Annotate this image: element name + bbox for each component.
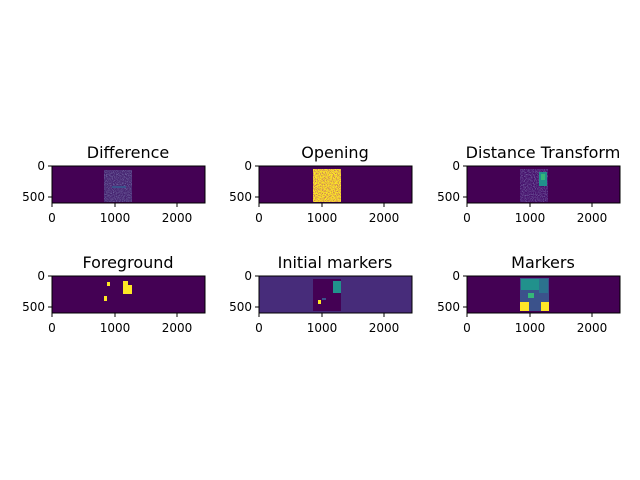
heatmap-streak bbox=[112, 186, 126, 188]
x-tick-label: 1000 bbox=[515, 211, 546, 225]
y-tick-label: 0 bbox=[452, 269, 460, 283]
x-tick-label: 0 bbox=[463, 321, 471, 335]
y-tick-label: 0 bbox=[37, 159, 45, 173]
axes-frame bbox=[258, 165, 413, 204]
x-tick-label: 0 bbox=[48, 321, 56, 335]
axes-frame bbox=[258, 275, 413, 314]
subplot-foreground: Foreground 0 1000 2000 0 500 bbox=[22, 253, 206, 335]
subplot-title: Initial markers bbox=[278, 253, 393, 272]
subplot-title: Distance Transform bbox=[466, 143, 621, 162]
heatmap-background bbox=[52, 276, 205, 313]
heatmap-peak bbox=[541, 174, 545, 180]
y-tick-label: 500 bbox=[437, 190, 460, 204]
axes-frame bbox=[466, 165, 621, 204]
y-tick-label: 0 bbox=[244, 269, 252, 283]
x-tick-label: 1000 bbox=[515, 321, 546, 335]
heatmap-segment bbox=[539, 279, 548, 293]
x-tick-label: 1000 bbox=[100, 211, 131, 225]
x-tick-label: 1000 bbox=[100, 321, 131, 335]
subplot-initial-markers: Initial markers 0 1000 2000 0 500 bbox=[229, 253, 413, 335]
subplot-distance-transform: Distance Transform 0 1000 2000 0 500 bbox=[437, 143, 621, 225]
x-tick-label: 0 bbox=[255, 321, 263, 335]
y-tick-label: 0 bbox=[244, 159, 252, 173]
x-tick-label: 0 bbox=[48, 211, 56, 225]
subplot-opening: Opening 0 1000 2000 0 500 bbox=[229, 143, 413, 225]
y-tick-label: 500 bbox=[229, 300, 252, 314]
subplot-title: Markers bbox=[511, 253, 575, 272]
heatmap-marker-region bbox=[322, 298, 326, 300]
heatmap-segment bbox=[520, 302, 529, 311]
subplot-markers: Markers 0 1000 2000 0 500 bbox=[437, 253, 621, 335]
axes-frame bbox=[466, 275, 621, 314]
heatmap-segment bbox=[528, 293, 534, 298]
subplot-title: Foreground bbox=[82, 253, 173, 272]
y-tick-label: 500 bbox=[22, 300, 45, 314]
heatmap-segment bbox=[541, 302, 549, 311]
heatmap-blob bbox=[127, 285, 132, 294]
heatmap-holes bbox=[313, 169, 341, 202]
x-tick-label: 1000 bbox=[307, 321, 338, 335]
heatmap-blob bbox=[107, 282, 110, 286]
x-tick-label: 2000 bbox=[162, 321, 193, 335]
y-tick-label: 0 bbox=[37, 269, 45, 283]
x-tick-label: 2000 bbox=[577, 211, 608, 225]
x-tick-label: 2000 bbox=[369, 321, 400, 335]
y-tick-label: 500 bbox=[22, 190, 45, 204]
subplot-title: Opening bbox=[301, 143, 368, 162]
heatmap-segment bbox=[521, 279, 539, 290]
subplot-difference: Difference 0 1000 2000 0 500 bbox=[22, 143, 206, 225]
x-tick-label: 2000 bbox=[577, 321, 608, 335]
heatmap-blob bbox=[123, 281, 128, 294]
heatmap-blob bbox=[104, 296, 107, 301]
x-tick-label: 1000 bbox=[307, 211, 338, 225]
x-tick-label: 2000 bbox=[162, 211, 193, 225]
subplot-title: Difference bbox=[87, 143, 169, 162]
x-tick-label: 0 bbox=[255, 211, 263, 225]
y-tick-label: 0 bbox=[452, 159, 460, 173]
heatmap-marker-region bbox=[318, 300, 321, 304]
axes-frame bbox=[51, 275, 206, 314]
x-tick-label: 2000 bbox=[369, 211, 400, 225]
heatmap-marker-region bbox=[333, 281, 341, 293]
axes-frame bbox=[51, 165, 206, 204]
y-tick-label: 500 bbox=[437, 300, 460, 314]
x-tick-label: 0 bbox=[463, 211, 471, 225]
y-tick-label: 500 bbox=[229, 190, 252, 204]
